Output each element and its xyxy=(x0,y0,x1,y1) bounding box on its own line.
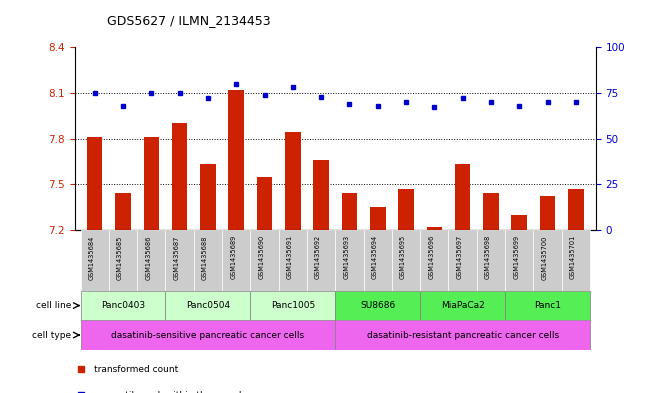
Bar xyxy=(251,291,335,320)
Text: Panc1005: Panc1005 xyxy=(271,301,315,310)
Text: GSM1435692: GSM1435692 xyxy=(315,235,321,279)
FancyBboxPatch shape xyxy=(420,230,449,291)
Text: GSM1435690: GSM1435690 xyxy=(258,235,264,279)
Text: GSM1435684: GSM1435684 xyxy=(89,235,94,279)
Bar xyxy=(426,227,442,230)
Bar xyxy=(172,123,187,230)
Bar xyxy=(87,137,102,230)
Text: transformed count: transformed count xyxy=(94,365,178,374)
Text: Panc0504: Panc0504 xyxy=(186,301,230,310)
Text: GSM1435695: GSM1435695 xyxy=(400,235,406,279)
Bar xyxy=(115,193,131,230)
FancyBboxPatch shape xyxy=(81,230,109,291)
Bar xyxy=(335,320,590,350)
FancyBboxPatch shape xyxy=(335,230,363,291)
FancyBboxPatch shape xyxy=(505,230,533,291)
Text: dasatinib-sensitive pancreatic cancer cells: dasatinib-sensitive pancreatic cancer ce… xyxy=(111,331,305,340)
Bar xyxy=(143,137,159,230)
Text: MiaPaCa2: MiaPaCa2 xyxy=(441,301,484,310)
Text: GSM1435685: GSM1435685 xyxy=(117,235,123,279)
Bar xyxy=(200,164,215,230)
Bar xyxy=(165,291,251,320)
Bar xyxy=(256,176,272,230)
Text: GSM1435701: GSM1435701 xyxy=(570,235,576,279)
Bar xyxy=(370,207,385,230)
Bar xyxy=(81,320,335,350)
Text: GSM1435686: GSM1435686 xyxy=(145,235,151,279)
Bar xyxy=(483,193,499,230)
Bar xyxy=(313,160,329,230)
Text: GSM1435700: GSM1435700 xyxy=(542,235,547,279)
Bar xyxy=(335,291,420,320)
Text: GSM1435688: GSM1435688 xyxy=(202,235,208,279)
Text: cell type: cell type xyxy=(33,331,72,340)
Text: GSM1435693: GSM1435693 xyxy=(344,235,350,279)
Bar xyxy=(285,132,301,230)
Bar xyxy=(342,193,357,230)
FancyBboxPatch shape xyxy=(533,230,562,291)
FancyBboxPatch shape xyxy=(562,230,590,291)
Text: GDS5627 / ILMN_2134453: GDS5627 / ILMN_2134453 xyxy=(107,15,271,28)
Bar xyxy=(398,189,414,230)
Bar xyxy=(568,189,584,230)
FancyBboxPatch shape xyxy=(137,230,165,291)
FancyBboxPatch shape xyxy=(363,230,392,291)
FancyBboxPatch shape xyxy=(307,230,335,291)
Bar xyxy=(420,291,505,320)
FancyBboxPatch shape xyxy=(165,230,194,291)
Bar xyxy=(455,164,471,230)
Text: dasatinib-resistant pancreatic cancer cells: dasatinib-resistant pancreatic cancer ce… xyxy=(367,331,559,340)
Text: GSM1435697: GSM1435697 xyxy=(456,235,463,279)
Text: GSM1435696: GSM1435696 xyxy=(428,235,434,279)
Text: GSM1435694: GSM1435694 xyxy=(372,235,378,279)
FancyBboxPatch shape xyxy=(194,230,222,291)
Text: Panc1: Panc1 xyxy=(534,301,561,310)
FancyBboxPatch shape xyxy=(279,230,307,291)
Text: GSM1435689: GSM1435689 xyxy=(230,235,236,279)
Bar xyxy=(540,196,555,230)
Text: Panc0403: Panc0403 xyxy=(101,301,145,310)
Text: GSM1435687: GSM1435687 xyxy=(174,235,180,279)
Bar xyxy=(229,90,244,230)
FancyBboxPatch shape xyxy=(449,230,477,291)
Bar xyxy=(505,291,590,320)
FancyBboxPatch shape xyxy=(477,230,505,291)
Text: percentile rank within the sample: percentile rank within the sample xyxy=(94,391,247,393)
Text: GSM1435698: GSM1435698 xyxy=(485,235,491,279)
Text: SU8686: SU8686 xyxy=(360,301,395,310)
Bar xyxy=(81,291,165,320)
Text: cell line: cell line xyxy=(36,301,72,310)
FancyBboxPatch shape xyxy=(392,230,420,291)
Text: GSM1435691: GSM1435691 xyxy=(287,235,293,279)
FancyBboxPatch shape xyxy=(222,230,251,291)
Text: GSM1435699: GSM1435699 xyxy=(513,235,519,279)
FancyBboxPatch shape xyxy=(251,230,279,291)
FancyBboxPatch shape xyxy=(109,230,137,291)
Bar xyxy=(512,215,527,230)
